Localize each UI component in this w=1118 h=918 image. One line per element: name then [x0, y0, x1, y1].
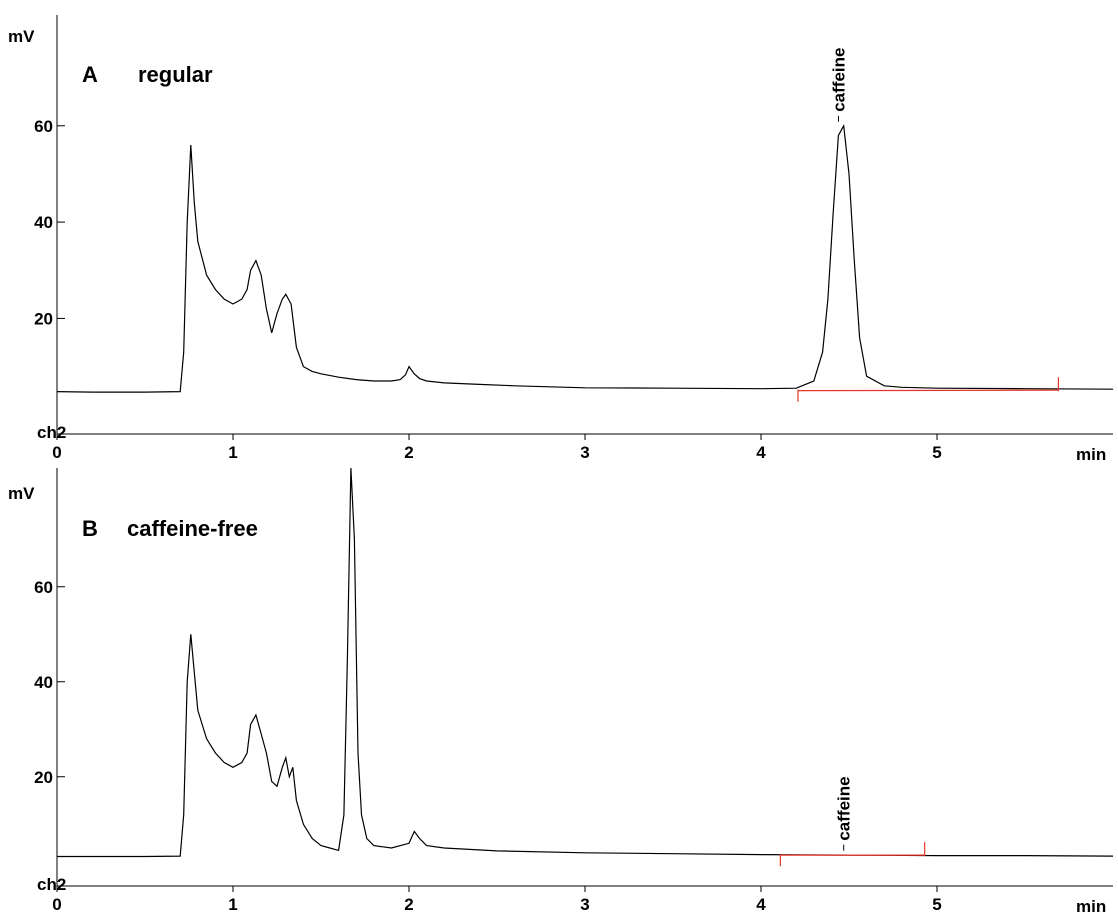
panel-letter: B: [82, 516, 98, 541]
peak-label-caffeine: caffeine: [829, 48, 848, 112]
x-tick-label: 1: [228, 895, 237, 914]
chromatogram-panel-b: B caffeine-free mV min ch2 0 1 2 3 4 5 20 40 60 c…: [8, 467, 1114, 916]
y-axis-unit-label: mV: [8, 484, 35, 503]
panel-title: caffeine-free: [127, 516, 258, 541]
x-tick-label: 1: [228, 443, 237, 462]
channel-label: ch2: [37, 423, 66, 442]
panel-title: regular: [138, 62, 213, 87]
x-tick-label: 4: [756, 443, 766, 462]
y-tick-label: 40: [34, 213, 53, 232]
peak-label-caffeine: caffeine: [835, 776, 854, 840]
x-axis-unit-label: min: [1076, 897, 1106, 916]
x-tick-label: 5: [932, 443, 941, 462]
x-tick-label: 0: [52, 443, 61, 462]
chromatogram-panel-a: A regular mV min ch2 0 1 2 3 4 5 20 40 60 caffein…: [8, 15, 1114, 464]
x-tick-label: 3: [580, 443, 589, 462]
x-tick-label: 2: [404, 895, 413, 914]
x-tick-label: 2: [404, 443, 413, 462]
chromatogram-trace: [56, 123, 1114, 393]
x-tick-label: 5: [932, 895, 941, 914]
y-tick-label: 60: [34, 578, 53, 597]
y-tick-label: 60: [34, 117, 53, 136]
y-axis-unit-label: mV: [8, 27, 35, 46]
chromatogram-trace: [57, 467, 1114, 858]
x-tick-label: 4: [756, 895, 766, 914]
x-tick-label: 0: [52, 895, 61, 914]
y-tick-label: 20: [34, 768, 53, 787]
panel-letter: A: [82, 62, 98, 87]
channel-label: ch2: [37, 875, 66, 894]
x-tick-label: 3: [580, 895, 589, 914]
y-tick-label: 40: [34, 673, 53, 692]
y-tick-label: 20: [34, 309, 53, 328]
x-axis-unit-label: min: [1076, 445, 1106, 464]
